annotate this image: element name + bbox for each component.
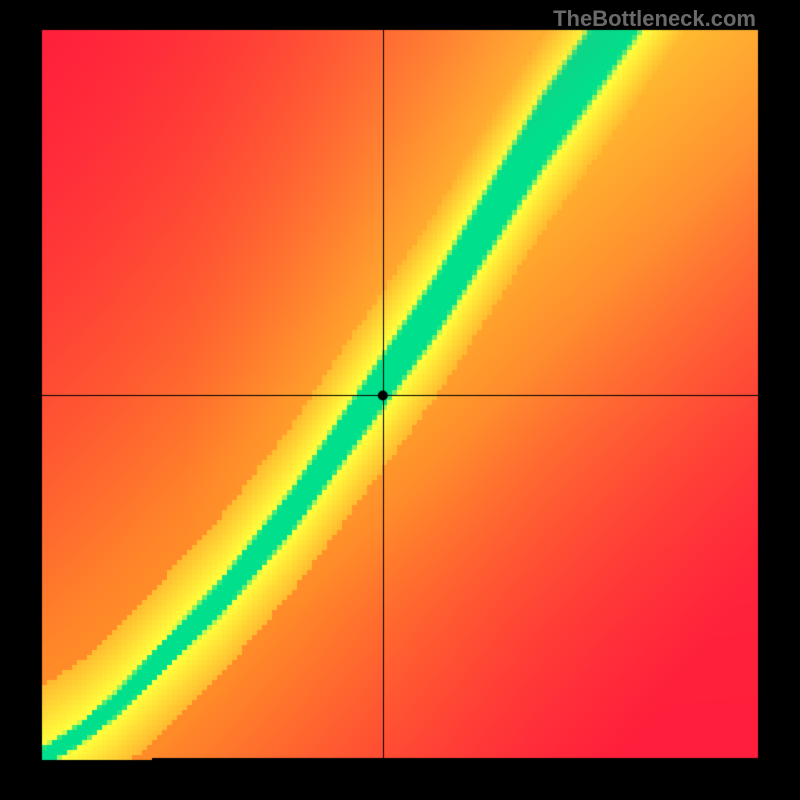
heatmap-canvas — [0, 0, 800, 800]
watermark-text: TheBottleneck.com — [553, 6, 756, 32]
chart-container: TheBottleneck.com — [0, 0, 800, 800]
